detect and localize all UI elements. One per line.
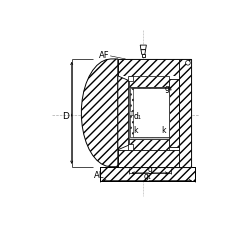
Polygon shape: [133, 89, 169, 138]
Polygon shape: [140, 50, 145, 55]
Polygon shape: [128, 87, 169, 139]
Text: k: k: [132, 125, 137, 134]
Polygon shape: [117, 76, 128, 150]
Polygon shape: [130, 116, 167, 138]
Polygon shape: [140, 46, 146, 50]
Polygon shape: [141, 55, 144, 58]
Polygon shape: [128, 139, 169, 150]
Polygon shape: [169, 80, 178, 147]
Polygon shape: [128, 76, 169, 87]
Polygon shape: [130, 89, 167, 111]
Polygon shape: [117, 60, 190, 76]
Text: k: k: [160, 125, 165, 134]
Text: D: D: [62, 111, 69, 120]
Text: g: g: [147, 164, 152, 173]
Polygon shape: [81, 60, 117, 167]
Polygon shape: [178, 60, 190, 167]
Polygon shape: [127, 76, 132, 82]
Text: g₁: g₁: [143, 172, 151, 181]
Circle shape: [185, 61, 189, 66]
Polygon shape: [100, 167, 194, 181]
Polygon shape: [117, 150, 190, 167]
Polygon shape: [117, 76, 178, 150]
Text: d₁: d₁: [133, 111, 140, 120]
Text: g₄: g₄: [164, 84, 172, 93]
Polygon shape: [127, 145, 132, 150]
Text: AF: AF: [98, 51, 109, 60]
Text: AL: AL: [93, 170, 103, 179]
